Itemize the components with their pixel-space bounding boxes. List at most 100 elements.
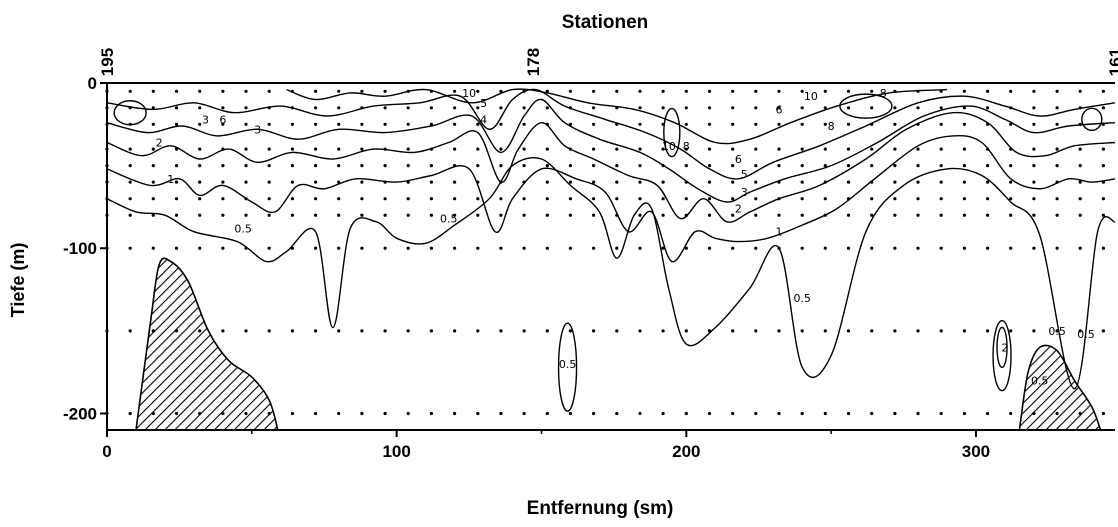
sample-point [823, 197, 827, 201]
sample-point [476, 411, 480, 416]
sample-point [290, 197, 294, 201]
sample-point [592, 197, 596, 201]
sample-point [800, 180, 804, 184]
sample-point [360, 180, 364, 184]
sample-point [592, 122, 596, 126]
contour-label: 2 [156, 137, 163, 150]
sample-point [221, 329, 225, 333]
isoline-0-5-closed [557, 322, 578, 412]
sample-point [545, 106, 549, 110]
sample-point [1009, 164, 1013, 168]
sample-point [1032, 213, 1036, 217]
sample-point [1078, 180, 1082, 184]
sample-point [198, 89, 202, 93]
sample-point [1032, 246, 1036, 250]
sample-point [731, 213, 735, 217]
contour-label: 8 [683, 140, 690, 153]
sample-point [198, 122, 202, 126]
sample-point [638, 89, 642, 93]
contour-label: 10 [804, 90, 818, 103]
sample-point [754, 164, 758, 168]
sample-point [337, 213, 341, 217]
chart-title: Stationen [562, 12, 649, 33]
sample-point [337, 411, 341, 416]
sample-point [1101, 411, 1105, 416]
contour-label: 1 [776, 226, 783, 239]
sample-point [568, 89, 573, 93]
sample-point [221, 213, 225, 217]
sample-point [244, 147, 248, 151]
sample-point [267, 197, 271, 201]
sample-point [893, 122, 897, 126]
sample-point [661, 197, 665, 201]
sample-point [661, 411, 665, 416]
x-tick-label: 0 [102, 442, 111, 461]
sample-point [429, 213, 433, 217]
contour-label: 6 [776, 103, 783, 116]
sample-point [1078, 246, 1082, 250]
sample-point [893, 246, 897, 250]
sample-point [383, 246, 387, 250]
sample-point [754, 180, 758, 184]
sample-point [545, 329, 549, 333]
sample-point [290, 213, 294, 217]
sample-point [638, 246, 642, 250]
sample-point [522, 246, 526, 250]
sample-point [221, 106, 225, 110]
sample-point [916, 180, 920, 184]
contour-label: 3 [254, 123, 261, 136]
sample-point [916, 164, 920, 168]
sample-point [661, 106, 665, 110]
sample-point [893, 164, 897, 168]
sample-point [615, 147, 619, 151]
sample-point [661, 213, 665, 217]
sample-point [846, 246, 851, 250]
sample-point [638, 122, 642, 126]
sample-point [615, 197, 619, 201]
sample-point [1055, 213, 1059, 217]
sample-point [383, 89, 387, 93]
sample-point [731, 122, 735, 126]
sample-point [707, 164, 712, 168]
sample-point [499, 213, 503, 217]
sample-point [406, 213, 410, 217]
sample-point [429, 164, 433, 168]
sample-point [1009, 411, 1013, 416]
sample-point [1101, 213, 1105, 217]
sample-point [198, 147, 202, 151]
sample-point [244, 329, 248, 333]
sample-point [846, 89, 851, 93]
sample-point [1032, 164, 1036, 168]
sample-point [592, 213, 596, 217]
x-axis-label: Entfernung (sm) [527, 498, 674, 519]
sample-point [360, 411, 364, 416]
sample-point [986, 180, 990, 184]
sample-point [429, 329, 433, 333]
sample-point [754, 213, 758, 217]
sample-point [522, 197, 526, 201]
sample-point [476, 213, 480, 217]
sample-point [684, 89, 688, 93]
sample-point [174, 122, 179, 126]
sample-point [592, 329, 596, 333]
sample-point [754, 246, 758, 250]
sample-point [1032, 197, 1036, 201]
contour-label: 0.5 [559, 358, 577, 371]
sample-point [939, 180, 943, 184]
sample-point [174, 213, 179, 217]
sample-point [800, 89, 804, 93]
sample-point [267, 122, 271, 126]
sample-point [1101, 246, 1105, 250]
contour-label: 0.5 [1031, 374, 1049, 387]
contour-label: 2 [735, 203, 742, 216]
sample-point [592, 246, 596, 250]
sample-point [615, 246, 619, 250]
sample-point [962, 329, 967, 333]
sample-point [1009, 246, 1013, 250]
sample-point [568, 213, 573, 217]
isoline-3 [106, 98, 1116, 203]
sample-point [221, 164, 225, 168]
isoline-eddy-west [113, 100, 147, 126]
sample-point [267, 329, 271, 333]
sample-point [893, 213, 897, 217]
